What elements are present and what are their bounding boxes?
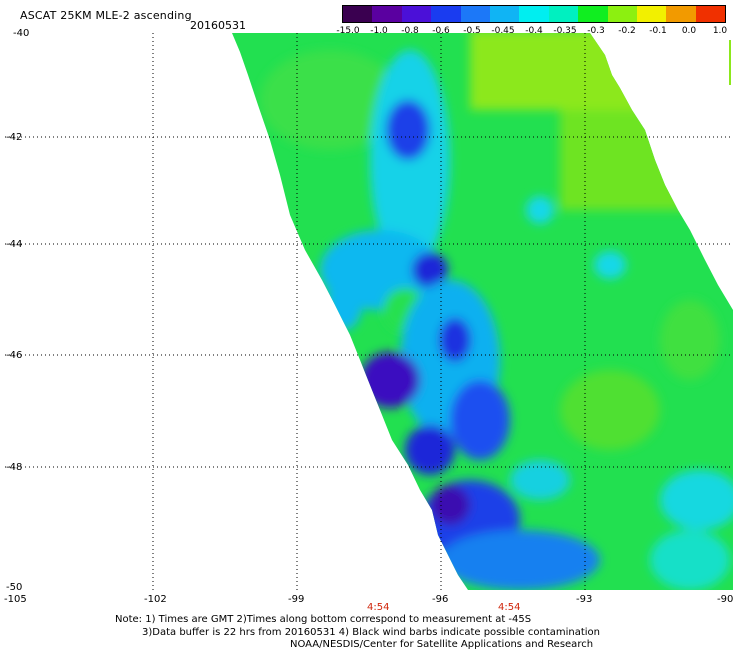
colorbar (342, 5, 726, 23)
colorbar-swatch (519, 6, 549, 22)
colorbar-label: -0.3 (587, 26, 605, 36)
map-date: 20160531 (190, 19, 246, 32)
wind-swath (232, 33, 733, 590)
colorbar-swatch (578, 6, 608, 22)
lon-label: -96 (432, 594, 448, 605)
lat-label: -46 (6, 350, 22, 361)
lon-label: -90 (717, 594, 733, 605)
colorbar-label: -0.4 (525, 26, 543, 36)
lon-label: -102 (144, 594, 167, 605)
colorbar-swatch (343, 6, 373, 22)
colorbar-swatch (401, 6, 432, 22)
colorbar-label: -0.5 (463, 26, 481, 36)
colorbar-labels: -15.0 -1.0 -0.8 -0.6 -0.5 -0.45 -0.4 -0.35 -0.3 -… (336, 26, 730, 38)
colorbar-swatch (460, 6, 490, 22)
lon-label: -99 (288, 594, 304, 605)
colorbar-swatch (372, 6, 402, 22)
colorbar-swatch (431, 6, 461, 22)
colorbar-label: -0.1 (649, 26, 667, 36)
axis-labels: -40 -42 -44 -46 -48 -50 -105 -102 -99 -9… (4, 28, 733, 613)
colorbar-label: -0.2 (618, 26, 636, 36)
colorbar-swatch (607, 6, 637, 22)
note-line-1: Note: 1) Times are GMT 2)Times along bot… (115, 614, 532, 625)
time-label: 4:54 (367, 602, 389, 613)
colorbar-label: -15.0 (336, 26, 360, 36)
lon-label: -105 (4, 594, 27, 605)
colorbar-label: -1.0 (370, 26, 388, 36)
colorbar-label: -0.8 (401, 26, 419, 36)
lat-label: -40 (13, 28, 29, 39)
colorbar-label: -0.6 (432, 26, 450, 36)
note-line-2: 3)Data buffer is 22 hrs from 20160531 4)… (142, 627, 600, 638)
colorbar-swatch (666, 6, 696, 22)
colorbar-swatch (548, 6, 579, 22)
colorbar-swatch (636, 6, 667, 22)
lat-label: -50 (6, 582, 22, 593)
lat-label: -48 (6, 462, 22, 473)
note-line-3: NOAA/NESDIS/Center for Satellite Applica… (290, 639, 594, 650)
colorbar-label: -0.35 (553, 26, 577, 36)
grid-lines (5, 33, 733, 590)
time-label: 4:54 (498, 602, 520, 613)
colorbar-label: 1.0 (712, 26, 728, 36)
lon-label: -93 (576, 594, 592, 605)
map-title: ASCAT 25KM MLE-2 ascending (20, 9, 192, 22)
lat-label: -44 (6, 239, 22, 250)
lat-label: -42 (6, 132, 22, 143)
colorbar-swatch (695, 6, 726, 22)
colorbar-label: -0.45 (491, 26, 515, 36)
colorbar-label: 0.0 (681, 26, 697, 36)
colorbar-swatch (489, 6, 520, 22)
